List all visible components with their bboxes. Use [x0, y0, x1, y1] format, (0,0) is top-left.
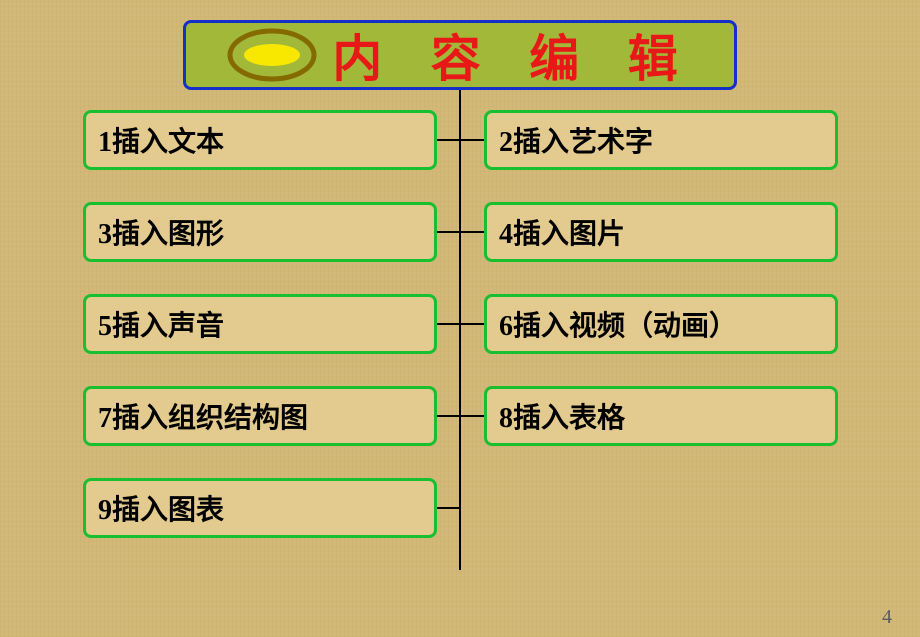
item-3[interactable]: 3插入图形	[83, 202, 437, 262]
item-5-label: 5插入声音	[98, 304, 224, 344]
item-9[interactable]: 9插入图表	[83, 478, 437, 538]
item-6-label: 6插入视频（动画）	[499, 304, 737, 344]
item-7-label: 7插入组织结构图	[98, 396, 308, 436]
item-9-label: 9插入图表	[98, 488, 224, 528]
item-8[interactable]: 8插入表格	[484, 386, 838, 446]
item-4-label: 4插入图片	[499, 212, 625, 252]
item-6[interactable]: 6插入视频（动画）	[484, 294, 838, 354]
page-number: 4	[882, 606, 892, 629]
item-2[interactable]: 2插入艺术字	[484, 110, 838, 170]
title-box: 内 容 编 辑	[183, 20, 737, 90]
item-2-label: 2插入艺术字	[499, 120, 653, 160]
title-text: 内 容 编 辑	[332, 19, 696, 91]
item-3-label: 3插入图形	[98, 212, 224, 252]
item-7[interactable]: 7插入组织结构图	[83, 386, 437, 446]
item-5[interactable]: 5插入声音	[83, 294, 437, 354]
item-1[interactable]: 1插入文本	[83, 110, 437, 170]
item-8-label: 8插入表格	[499, 396, 625, 436]
title-ellipse-icon	[224, 27, 320, 83]
item-4[interactable]: 4插入图片	[484, 202, 838, 262]
item-1-label: 1插入文本	[98, 120, 224, 160]
